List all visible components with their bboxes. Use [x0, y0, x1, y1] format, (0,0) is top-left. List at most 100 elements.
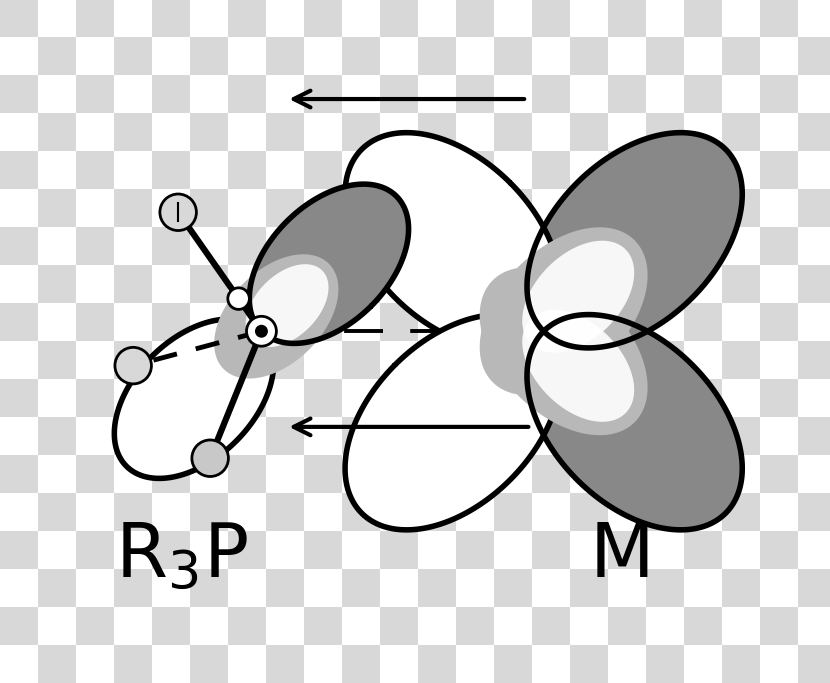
Bar [76, 379, 114, 417]
Bar [38, 113, 76, 151]
Bar [0, 227, 38, 265]
Bar [266, 189, 304, 227]
Bar [76, 151, 114, 189]
Bar [380, 303, 418, 341]
Bar [684, 303, 722, 341]
Bar [456, 607, 494, 645]
Bar [228, 75, 266, 113]
Bar [152, 303, 190, 341]
Bar [304, 303, 342, 341]
Bar [722, 645, 760, 683]
Bar [380, 151, 418, 189]
Bar [228, 455, 266, 493]
Bar [0, 379, 38, 417]
Bar [266, 37, 304, 75]
Bar [684, 151, 722, 189]
Bar [76, 607, 114, 645]
Bar [760, 151, 798, 189]
Bar [684, 75, 722, 113]
Bar [114, 265, 152, 303]
Bar [722, 265, 760, 303]
Bar [494, 265, 532, 303]
Bar [266, 265, 304, 303]
Polygon shape [214, 254, 339, 378]
Bar [494, 37, 532, 75]
Bar [418, 645, 456, 683]
Bar [570, 341, 608, 379]
Bar [152, 75, 190, 113]
Bar [342, 569, 380, 607]
Bar [304, 0, 342, 37]
Bar [266, 341, 304, 379]
Bar [38, 417, 76, 455]
Bar [798, 417, 830, 455]
Bar [418, 569, 456, 607]
Bar [798, 113, 830, 151]
Bar [722, 417, 760, 455]
Bar [76, 0, 114, 37]
Bar [684, 455, 722, 493]
Circle shape [247, 316, 276, 346]
Bar [380, 607, 418, 645]
Polygon shape [527, 315, 742, 530]
Bar [456, 227, 494, 265]
Circle shape [160, 194, 197, 231]
Bar [608, 0, 646, 37]
Bar [114, 569, 152, 607]
Bar [380, 455, 418, 493]
Bar [114, 417, 152, 455]
Bar [190, 569, 228, 607]
Bar [0, 151, 38, 189]
Bar [608, 75, 646, 113]
Bar [798, 493, 830, 531]
Bar [456, 379, 494, 417]
Bar [608, 607, 646, 645]
Circle shape [227, 288, 249, 309]
Bar [608, 227, 646, 265]
Bar [266, 645, 304, 683]
Bar [342, 417, 380, 455]
Bar [646, 417, 684, 455]
Polygon shape [345, 133, 560, 348]
Bar [570, 113, 608, 151]
Bar [342, 113, 380, 151]
Bar [342, 341, 380, 379]
Bar [266, 493, 304, 531]
Bar [570, 645, 608, 683]
Text: M: M [590, 520, 655, 593]
Bar [760, 531, 798, 569]
Bar [570, 417, 608, 455]
Bar [152, 0, 190, 37]
Bar [722, 113, 760, 151]
Bar [380, 227, 418, 265]
Bar [228, 227, 266, 265]
Polygon shape [522, 240, 634, 352]
Bar [608, 151, 646, 189]
Bar [0, 75, 38, 113]
Bar [646, 37, 684, 75]
Bar [532, 0, 570, 37]
Bar [494, 493, 532, 531]
Bar [114, 493, 152, 531]
Bar [570, 569, 608, 607]
Polygon shape [527, 133, 742, 348]
Bar [190, 37, 228, 75]
Bar [228, 303, 266, 341]
Bar [798, 37, 830, 75]
Bar [532, 75, 570, 113]
Bar [114, 37, 152, 75]
Bar [76, 455, 114, 493]
Bar [304, 75, 342, 113]
Bar [418, 113, 456, 151]
Bar [608, 455, 646, 493]
Bar [266, 569, 304, 607]
Bar [190, 189, 228, 227]
Bar [494, 113, 532, 151]
Bar [0, 0, 38, 37]
Bar [418, 341, 456, 379]
Bar [532, 379, 570, 417]
Bar [760, 607, 798, 645]
Bar [38, 493, 76, 531]
Bar [722, 493, 760, 531]
Bar [608, 379, 646, 417]
